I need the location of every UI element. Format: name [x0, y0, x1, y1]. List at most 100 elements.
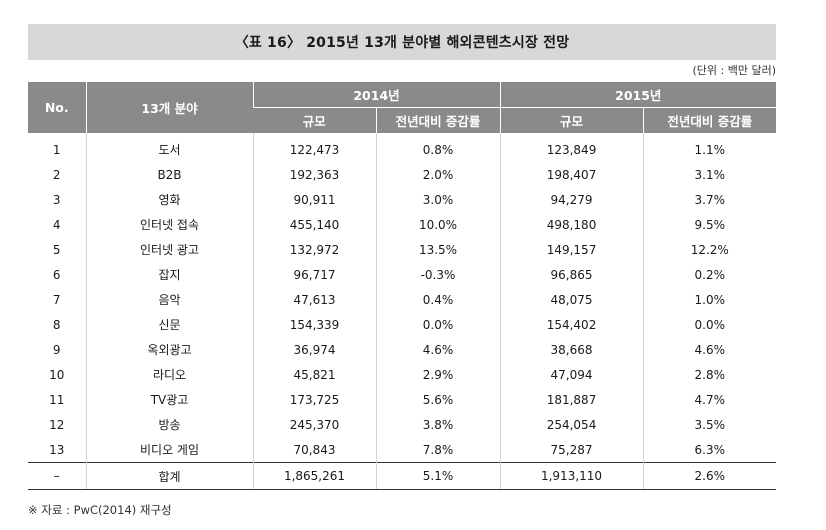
cell-growth-2014: 2.0% — [375, 162, 501, 187]
header-size-2015: 규모 — [499, 107, 644, 133]
cell-size-2014: 245,370 — [252, 412, 376, 437]
total-row: – 합계 1,865,261 5.1% 1,913,110 2.6% — [28, 462, 777, 490]
table-row: 13 비디오 게임 70,843 7.8% 75,287 6.3% — [28, 437, 777, 463]
cell-no: 3 — [52, 192, 61, 207]
cell-size-2014: 47,613 — [252, 287, 376, 312]
cell-size-2015: 181,887 — [499, 387, 644, 412]
cell-field: 잡지 — [85, 262, 253, 287]
cell-no: 5 — [52, 242, 61, 257]
table-row: 12 방송 245,370 3.8% 254,054 3.5% — [28, 412, 777, 437]
cell-field: B2B — [85, 162, 253, 187]
table-row: 10 라디오 45,821 2.9% 47,094 2.8% — [28, 362, 777, 387]
cell-growth-2014: 0.4% — [375, 287, 501, 312]
cell-field: 합계 — [85, 462, 253, 490]
cell-growth-2014: 2.9% — [375, 362, 501, 387]
cell-growth-2014: 4.6% — [375, 337, 501, 362]
table-row: 4 인터넷 접속 455,140 10.0% 498,180 9.5% — [28, 212, 777, 237]
cell-no: 2 — [52, 167, 61, 182]
cell-growth-2015: 3.7% — [642, 187, 777, 212]
cell-growth-2015: 4.7% — [642, 387, 777, 412]
cell-no: 6 — [52, 267, 61, 282]
cell-field: 옥외광고 — [85, 337, 253, 362]
cell-size-2015: 254,054 — [499, 412, 644, 437]
header-growth-2014: 전년대비 증감률 — [375, 107, 501, 133]
table-row: 11 TV광고 173,725 5.6% 181,887 4.7% — [28, 387, 777, 412]
header-year-2014: 2014년 — [252, 82, 501, 108]
market-forecast-table: No. 13개 분야 2014년 2015년 규모 전년대비 증감률 규모 전년… — [28, 82, 777, 490]
table-row: 7 음악 47,613 0.4% 48,075 1.0% — [28, 287, 777, 312]
cell-field: 도서 — [85, 133, 253, 162]
header-field: 13개 분야 — [85, 82, 253, 133]
table-row: 6 잡지 96,717 -0.3% 96,865 0.2% — [28, 262, 777, 287]
cell-size-2015: 154,402 — [499, 312, 644, 337]
cell-growth-2014: 3.8% — [375, 412, 501, 437]
cell-size-2014: 45,821 — [252, 362, 376, 387]
cell-field: 비디오 게임 — [85, 437, 253, 463]
cell-size-2015: 1,913,110 — [499, 462, 644, 490]
table-row: 8 신문 154,339 0.0% 154,402 0.0% — [28, 312, 777, 337]
cell-growth-2014: 5.6% — [375, 387, 501, 412]
cell-size-2014: 1,865,261 — [252, 462, 376, 490]
source-note: ※ 자료 : PwC(2014) 재구성 — [28, 503, 172, 517]
cell-growth-2014: 5.1% — [375, 462, 501, 490]
cell-growth-2014: 3.0% — [375, 187, 501, 212]
cell-no: 4 — [52, 217, 61, 232]
cell-field: 인터넷 광고 — [85, 237, 253, 262]
cell-growth-2015: 2.8% — [642, 362, 777, 387]
cell-size-2015: 198,407 — [499, 162, 644, 187]
cell-growth-2014: 13.5% — [375, 237, 501, 262]
cell-no: 13 — [49, 442, 65, 457]
cell-no: 12 — [49, 417, 65, 432]
cell-no: – — [28, 462, 86, 490]
cell-size-2014: 192,363 — [252, 162, 376, 187]
header-size-2014: 규모 — [253, 107, 376, 133]
cell-size-2015: 94,279 — [499, 187, 644, 212]
cell-size-2014: 154,339 — [252, 312, 376, 337]
cell-growth-2015: 4.6% — [642, 337, 777, 362]
cell-size-2014: 70,843 — [252, 437, 376, 463]
table-body: 1 도서 122,473 0.8% 123,849 1.1% 2 B2B 192,363 2.0%… — [28, 133, 777, 490]
cell-growth-2015: 3.5% — [642, 412, 777, 437]
cell-growth-2014: 7.8% — [375, 437, 501, 463]
cell-size-2015: 38,668 — [499, 337, 644, 362]
table-row: 5 인터넷 광고 132,972 13.5% 149,157 12.2% — [28, 237, 777, 262]
cell-size-2014: 122,473 — [252, 133, 376, 162]
cell-growth-2014: -0.3% — [375, 262, 501, 287]
cell-field: 음악 — [85, 287, 253, 312]
cell-size-2014: 96,717 — [252, 262, 376, 287]
unit-note: (단위 : 백만 달러) — [692, 64, 777, 77]
cell-no: 10 — [49, 367, 65, 382]
cell-growth-2014: 0.8% — [375, 133, 501, 162]
cell-size-2015: 498,180 — [499, 212, 644, 237]
cell-field: 방송 — [85, 412, 253, 437]
cell-size-2015: 96,865 — [499, 262, 644, 287]
table-row: 2 B2B 192,363 2.0% 198,407 3.1% — [28, 162, 777, 187]
cell-no: 8 — [52, 317, 61, 332]
cell-field: 영화 — [85, 187, 253, 212]
cell-growth-2014: 10.0% — [375, 212, 501, 237]
table-row: 9 옥외광고 36,974 4.6% 38,668 4.6% — [28, 337, 777, 362]
cell-growth-2015: 1.1% — [642, 133, 777, 162]
cell-growth-2015: 0.0% — [642, 312, 777, 337]
cell-field: 신문 — [85, 312, 253, 337]
cell-growth-2015: 12.2% — [642, 237, 777, 262]
table-title: 〈표 16〉 2015년 13개 분야별 해외콘텐츠시장 전망 — [28, 24, 776, 60]
cell-size-2014: 90,911 — [252, 187, 376, 212]
cell-size-2015: 47,094 — [499, 362, 644, 387]
table-row: 1 도서 122,473 0.8% 123,849 1.1% — [28, 133, 777, 162]
cell-size-2015: 123,849 — [499, 133, 644, 162]
cell-no: 7 — [52, 292, 61, 307]
cell-no: 11 — [49, 392, 65, 407]
cell-growth-2015: 1.0% — [642, 287, 777, 312]
cell-growth-2015: 6.3% — [642, 437, 777, 463]
cell-size-2015: 149,157 — [499, 237, 644, 262]
cell-growth-2015: 3.1% — [642, 162, 777, 187]
cell-size-2014: 132,972 — [252, 237, 376, 262]
cell-growth-2015: 2.6% — [642, 462, 777, 490]
cell-size-2015: 48,075 — [499, 287, 644, 312]
cell-no: 9 — [52, 342, 61, 357]
cell-field: 라디오 — [85, 362, 253, 387]
cell-size-2015: 75,287 — [499, 437, 644, 463]
cell-field: 인터넷 접속 — [85, 212, 253, 237]
cell-field: TV광고 — [85, 387, 253, 412]
